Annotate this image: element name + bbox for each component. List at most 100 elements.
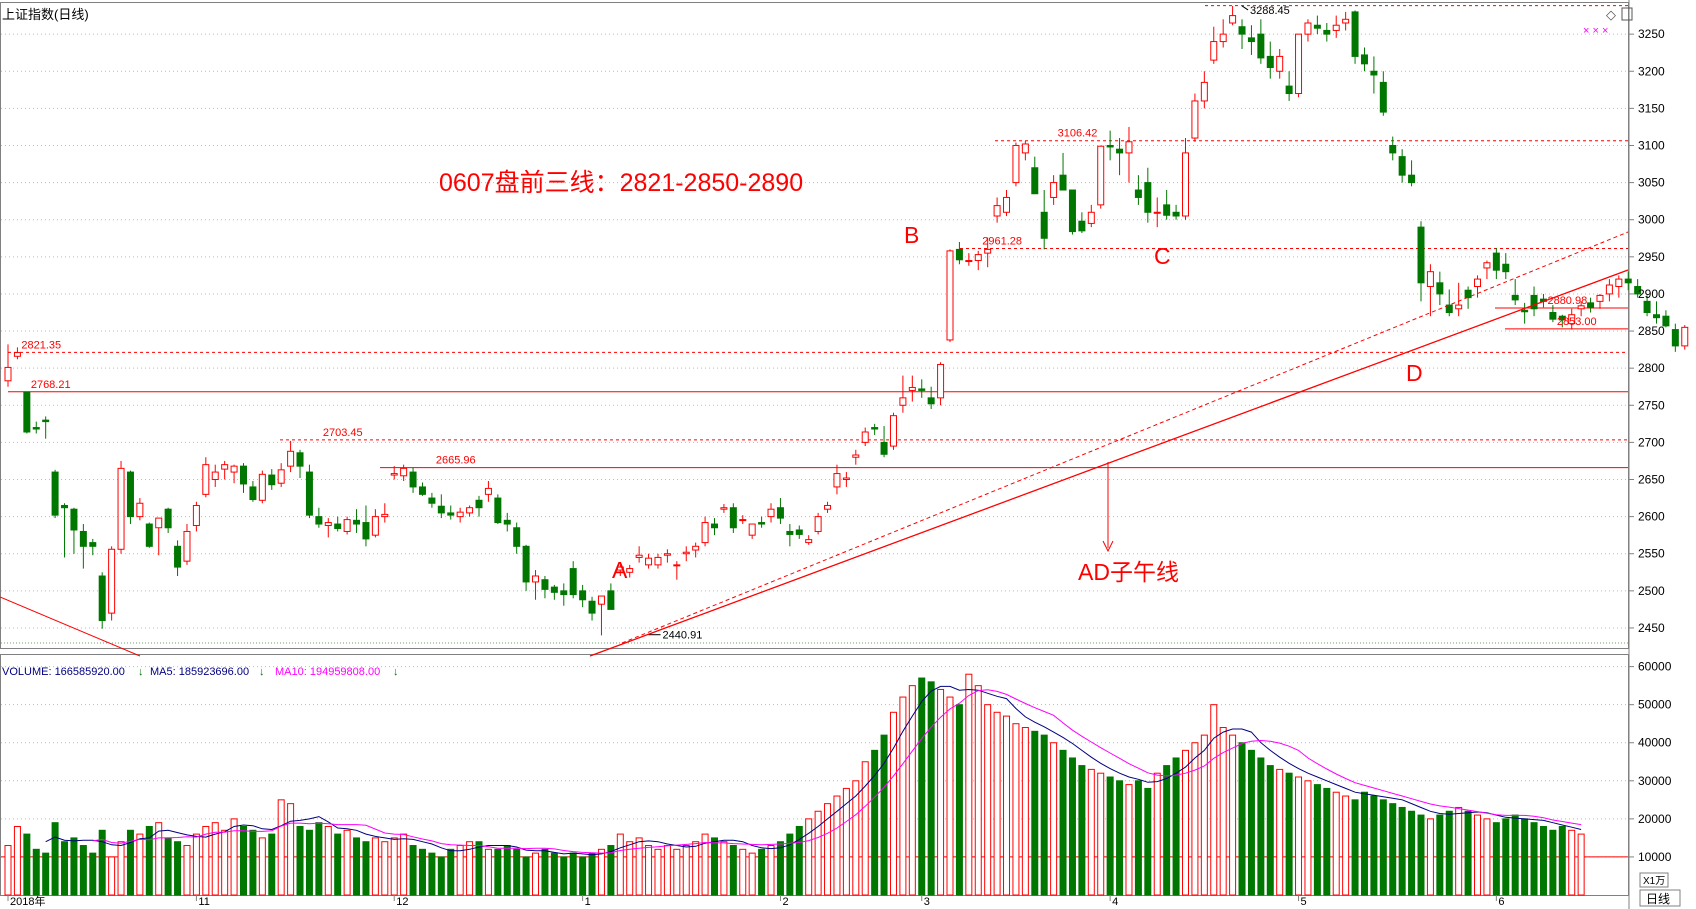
candle-body	[108, 548, 116, 614]
volume-bar	[550, 852, 558, 896]
price-label: 2703.45	[323, 427, 363, 439]
candle-body	[1492, 252, 1500, 271]
candle-body	[786, 530, 794, 535]
candle-body	[353, 519, 361, 525]
volume-tick-label: 60000	[1638, 660, 1672, 674]
volume-bar	[1492, 822, 1500, 896]
price-axis: 2450 2500 2550 2600 2650 2700 2750 2800 2850 2900…	[1629, 27, 1665, 635]
candle-body	[767, 508, 775, 518]
date-tick-label: 6	[1498, 896, 1504, 908]
candle-body	[61, 504, 69, 509]
diamond-icon[interactable]: ◇	[1606, 7, 1616, 22]
volume-bar	[230, 818, 238, 896]
candle-body	[1511, 294, 1519, 301]
volume-bar	[362, 841, 370, 896]
volume-bar	[560, 856, 568, 896]
candle-body	[1285, 85, 1293, 95]
volume-bar	[258, 837, 266, 896]
candle-body	[334, 523, 342, 529]
point-c-label: C	[1154, 243, 1171, 269]
candle-body	[202, 464, 210, 495]
candle-body	[1238, 26, 1246, 35]
volume-bar	[240, 825, 247, 896]
volume-bar	[211, 822, 219, 896]
volume-bar	[824, 803, 832, 896]
candle-body	[1417, 226, 1425, 284]
price-tick-label: 3050	[1638, 176, 1665, 190]
candle-body	[974, 254, 982, 262]
candle-body	[1587, 302, 1595, 308]
candle-body	[522, 545, 530, 583]
candle-body	[240, 465, 247, 485]
candle-body	[918, 388, 926, 391]
candle-body	[484, 487, 492, 495]
volume-bar	[1323, 787, 1331, 896]
candle-body	[371, 516, 379, 536]
volume-bar	[268, 833, 276, 896]
candle-body	[532, 575, 540, 583]
volume-bar	[908, 685, 916, 896]
candle-body	[1219, 33, 1227, 43]
volume-bar	[899, 696, 907, 896]
volume-bar	[400, 833, 408, 896]
point-d-label: D	[1406, 360, 1423, 386]
period-box[interactable]	[1639, 889, 1681, 907]
volume-bar	[1191, 742, 1199, 896]
candle-body	[1370, 70, 1378, 76]
volume-tick-label: 20000	[1638, 812, 1672, 826]
candle-body	[1671, 329, 1679, 347]
candle-body	[1229, 15, 1237, 24]
volume-bar	[155, 822, 163, 896]
period-label[interactable]: 日线	[1646, 892, 1670, 906]
candle-body	[475, 499, 483, 509]
candle-body	[1615, 278, 1623, 288]
candle-body	[692, 545, 700, 551]
candle-body	[89, 542, 97, 547]
volume-bar	[428, 852, 436, 896]
candle-body	[42, 419, 50, 423]
candle-body	[758, 522, 766, 525]
volume-bar	[353, 837, 361, 896]
candle-body	[1342, 18, 1350, 24]
candle-body	[315, 516, 323, 525]
volume-bar	[522, 856, 530, 896]
candle-body	[390, 473, 398, 476]
volume-bar	[1031, 730, 1039, 896]
candle-body	[324, 522, 332, 527]
candle-body	[795, 529, 803, 535]
panel-toggle-icon[interactable]	[1621, 7, 1633, 21]
candle-body	[1360, 54, 1368, 65]
candle-body	[1068, 189, 1076, 233]
volume-bar	[315, 822, 323, 896]
volume-bar	[814, 810, 822, 896]
candle-body	[616, 566, 624, 571]
date-tick-label: 1	[585, 896, 591, 908]
volume-legend-ma5: MA5: 185923696.00	[150, 666, 249, 678]
candle-body	[908, 386, 916, 391]
volume-bar	[1313, 784, 1321, 896]
volume-bar	[305, 829, 313, 896]
volume-bar	[371, 837, 379, 896]
volume-bar	[221, 829, 229, 896]
volume-bar	[277, 799, 285, 896]
volume-bar	[89, 852, 97, 896]
volume-bar	[1445, 810, 1453, 896]
volume-bar	[390, 837, 398, 896]
price-label: 2821.35	[21, 339, 61, 351]
volume-bar	[767, 845, 775, 896]
candle-body	[1502, 263, 1510, 273]
date-tick-label: 3	[924, 896, 930, 908]
candle-body	[79, 530, 87, 547]
volume-bar	[663, 845, 671, 896]
ad-arrow-head	[1102, 540, 1114, 553]
volume-bar	[748, 852, 756, 896]
close-markers-icon[interactable]: × × ×	[1583, 25, 1608, 37]
volume-bar	[1172, 757, 1180, 896]
date-tick-label: 2018年	[10, 894, 45, 908]
volume-bar	[645, 845, 653, 896]
volume-bar	[692, 841, 700, 896]
candle-body	[1200, 81, 1208, 102]
candle-body	[70, 508, 78, 531]
volume-bar	[1568, 829, 1576, 896]
